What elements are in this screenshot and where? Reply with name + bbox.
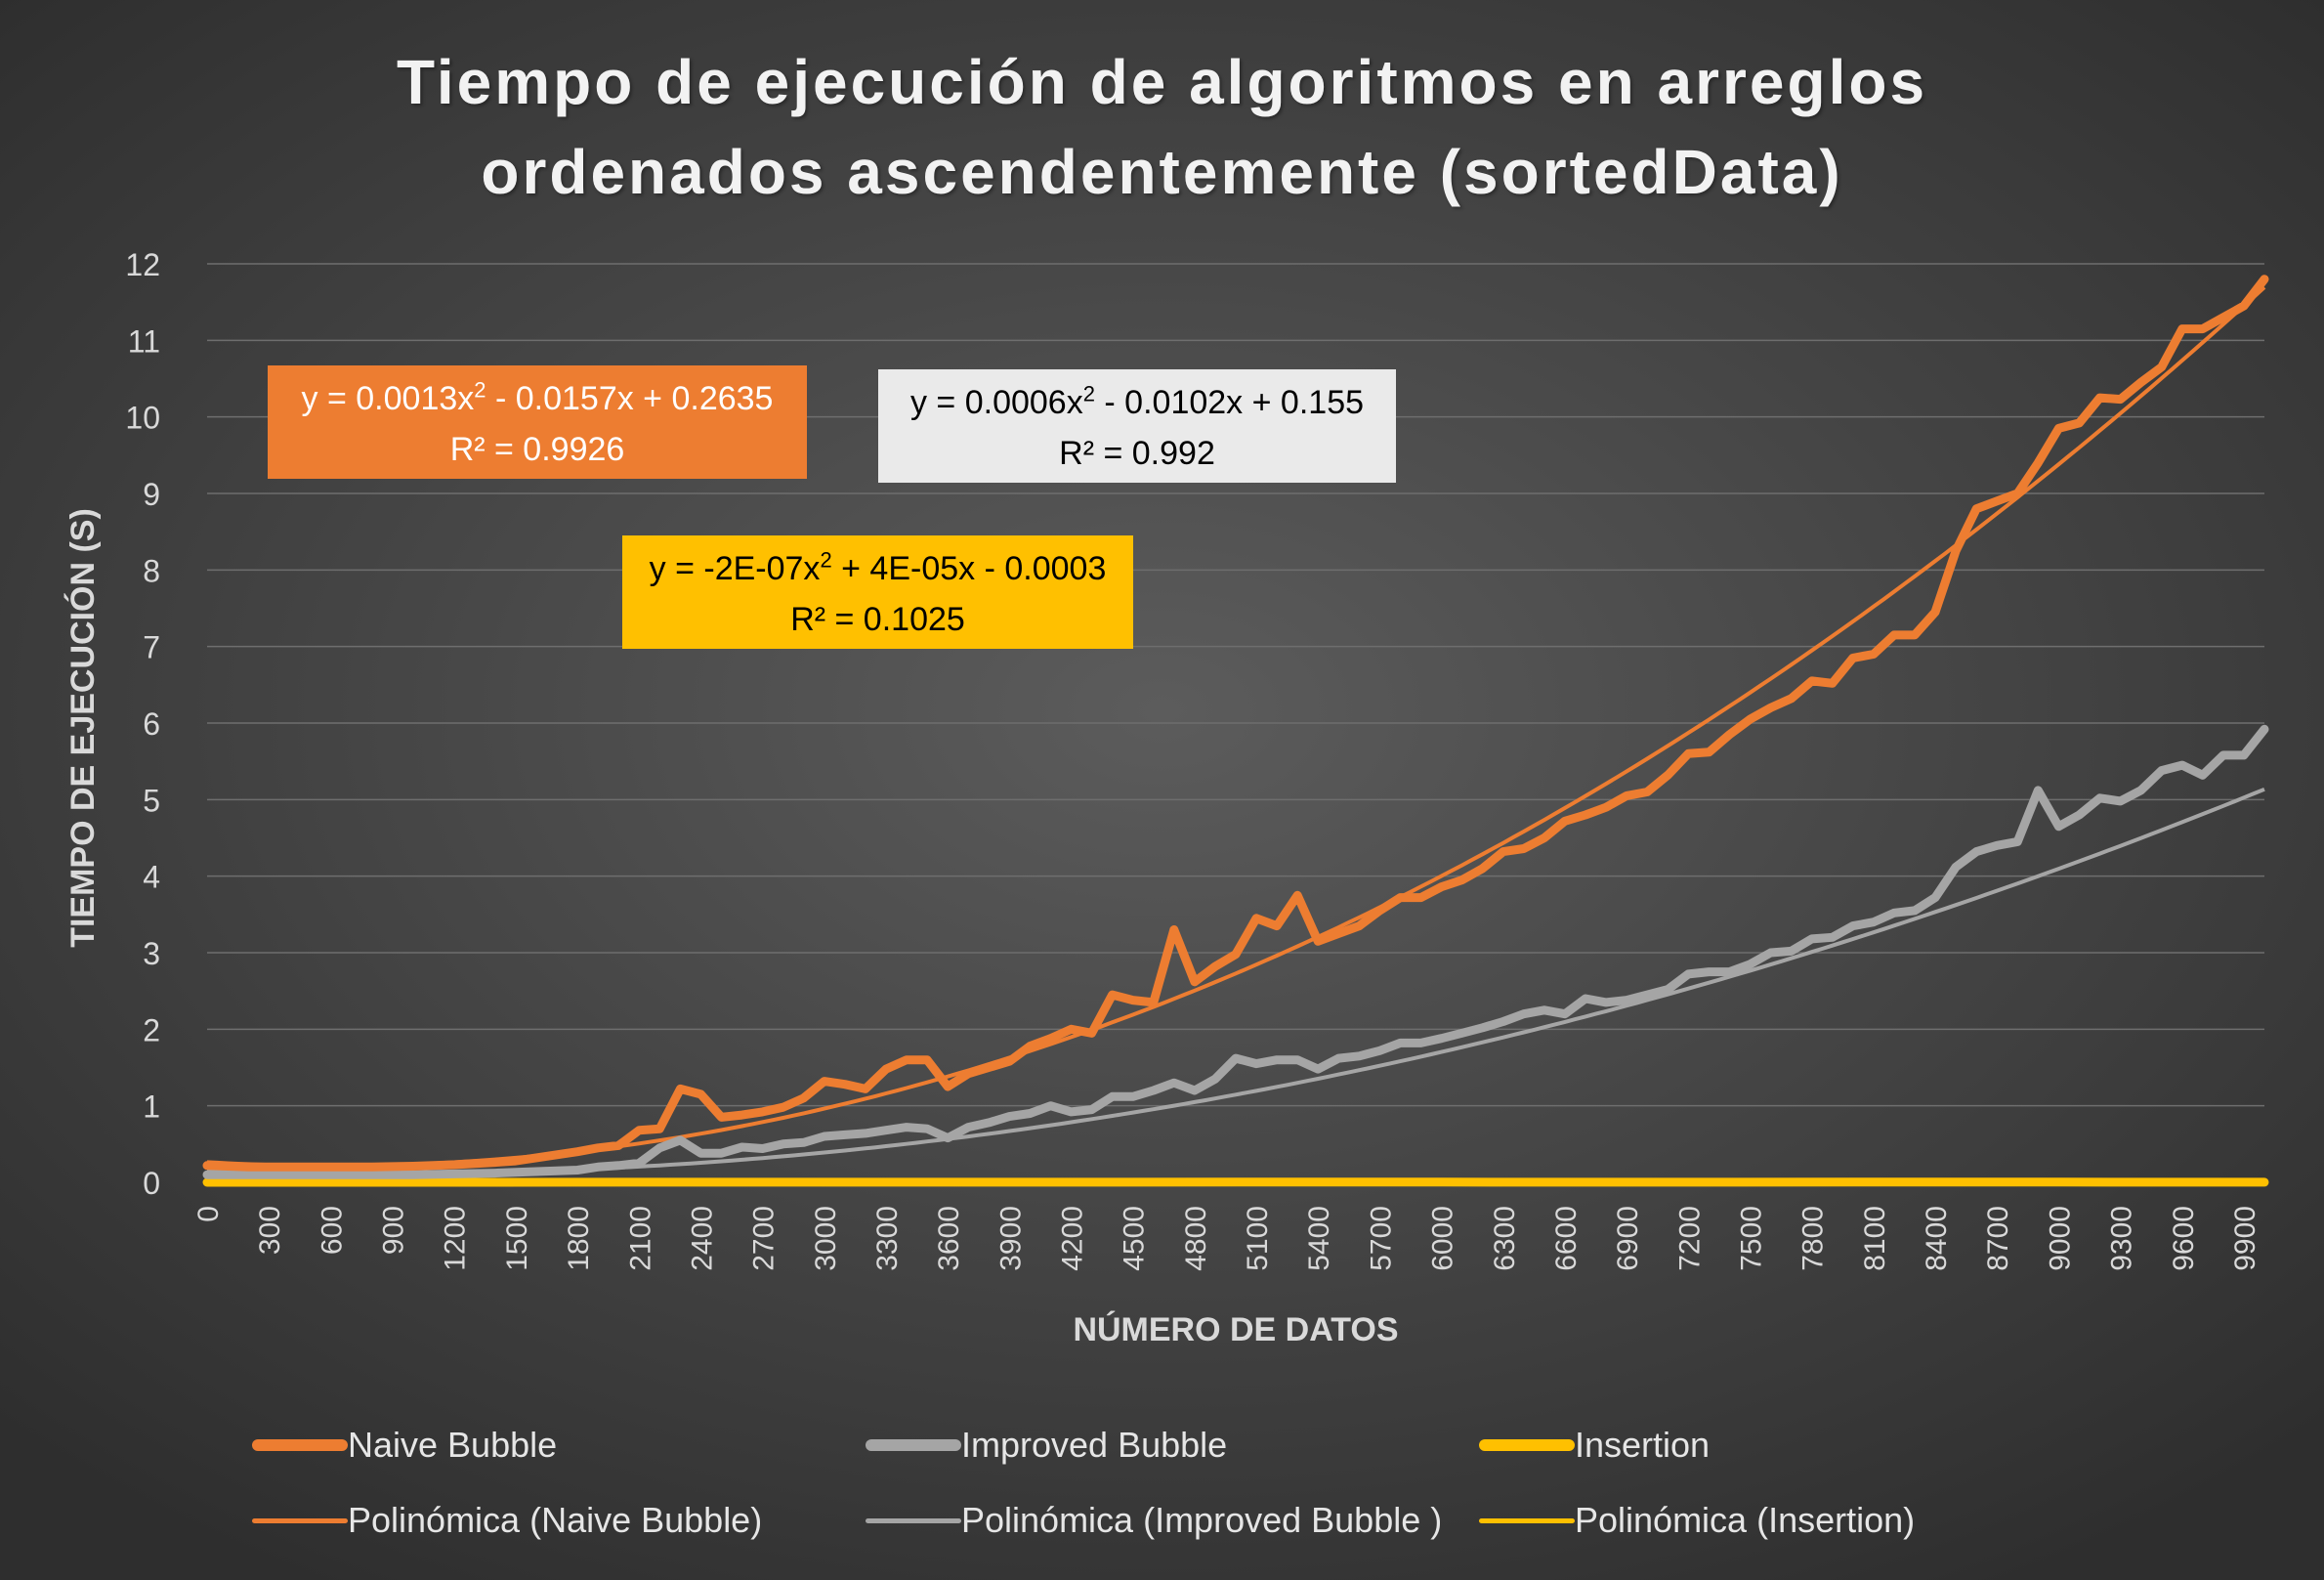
insertion-equation-exponent: 2 [820, 547, 832, 573]
chart-title-line-2: ordenados ascendentemente (sortedData) [481, 137, 1843, 207]
x-tick-label: 1800 [563, 1206, 595, 1271]
legend-label-poly-insertion: Polinómica (Insertion) [1575, 1500, 1916, 1540]
x-tick-label: 6000 [1427, 1206, 1459, 1271]
legend-label-poly-improved: Polinómica (Improved Bubble ) [961, 1500, 1443, 1540]
x-tick-label: 1200 [440, 1206, 472, 1271]
legend-label-poly-naive: Polinómica (Naive Bubble) [348, 1500, 763, 1540]
x-tick-label: 3900 [994, 1206, 1027, 1271]
y-tick-label: 8 [143, 553, 160, 588]
y-tick-label: 4 [143, 860, 160, 895]
y-tick-label: 2 [143, 1012, 160, 1047]
improved-trendline-equation: y = 0.0006x2 - 0.0102x + 0.155 R² = 0.99… [878, 369, 1396, 483]
y-tick-label: 11 [128, 323, 160, 359]
chart-title-line-1: Tiempo de ejecución de algoritmos en arr… [396, 47, 1928, 117]
insertion-r-squared: R² = 0.1025 [790, 601, 965, 638]
x-tick-label: 4500 [1119, 1206, 1151, 1271]
y-tick-label: 3 [143, 936, 160, 971]
x-tick-label: 9900 [2229, 1206, 2261, 1271]
x-tick-label: 3000 [810, 1206, 842, 1271]
x-tick-label: 5100 [1242, 1206, 1274, 1271]
x-tick-label: 8100 [1859, 1206, 1891, 1271]
y-tick-label: 6 [143, 706, 160, 742]
naive-r-squared: R² = 0.9926 [449, 431, 625, 468]
y-tick-label: 12 [125, 247, 160, 282]
legend-swatch-improved [866, 1439, 961, 1451]
legend-swatch-poly-improved [866, 1517, 961, 1523]
x-tick-label: 7200 [1673, 1206, 1706, 1271]
legend-poly-improved[interactable]: Polinómica (Improved Bubble ) [866, 1497, 1442, 1544]
y-axis-label: TIEMPO DE EJECUCIÓN (S) [64, 508, 102, 948]
x-tick-label: 6600 [1550, 1206, 1583, 1271]
legend-swatch-poly-insertion [1479, 1517, 1575, 1523]
improved-equation-exponent: 2 [1082, 381, 1095, 406]
legend-swatch-insertion [1479, 1439, 1575, 1451]
improved-equation-prefix: y = 0.0006x [909, 384, 1083, 421]
legend-swatch-naive [252, 1439, 348, 1451]
improved-r-squared: R² = 0.992 [1059, 435, 1215, 472]
x-tick-label: 6300 [1489, 1206, 1521, 1271]
x-tick-label: 0 [192, 1206, 225, 1222]
naive-equation-prefix: y = 0.0013x [301, 380, 475, 417]
x-tick-label: 9300 [2106, 1206, 2138, 1271]
y-tick-label: 9 [143, 477, 160, 512]
legend-poly-naive[interactable]: Polinómica (Naive Bubble) [252, 1497, 762, 1544]
y-tick-label: 1 [143, 1089, 160, 1125]
x-axis-label: NÚMERO DE DATOS [1073, 1311, 1398, 1348]
x-tick-label: 6900 [1612, 1206, 1644, 1271]
x-tick-label: 5400 [1303, 1206, 1335, 1271]
legend-naive-bubble[interactable]: Naive Bubble [252, 1422, 557, 1469]
x-tick-label: 3600 [933, 1206, 965, 1271]
legend-insertion[interactable]: Insertion [1479, 1422, 1710, 1469]
x-tick-label: 300 [254, 1206, 286, 1255]
x-tick-label: 8400 [1921, 1206, 1953, 1271]
series-line-improved [202, 724, 2269, 1179]
insertion-equation-suffix: + 4E-05x - 0.0003 [831, 550, 1107, 587]
x-tick-label: 5700 [1365, 1206, 1397, 1271]
x-tick-label: 9000 [2044, 1206, 2076, 1271]
naive-trendline-equation: y = 0.0013x2 - 0.0157x + 0.2635 R² = 0.9… [268, 365, 807, 479]
y-tick-label: 0 [143, 1166, 160, 1201]
x-tick-label: 7800 [1797, 1206, 1830, 1271]
x-tick-label: 7500 [1736, 1206, 1768, 1271]
trendline-improved [206, 787, 2265, 1176]
series-line-naive [202, 275, 2269, 1172]
x-tick-label: 2400 [686, 1206, 718, 1271]
x-tick-label: 3300 [871, 1206, 904, 1271]
x-tick-label: 4800 [1180, 1206, 1212, 1271]
x-tick-label: 600 [316, 1206, 348, 1255]
x-tick-label: 9600 [2168, 1206, 2200, 1271]
legend-improved-bubble[interactable]: Improved Bubble [866, 1422, 1227, 1469]
x-axis-ticks: 0 300 600 900 1200 1500 1800 2100 2400 2700 3000 33… [192, 1206, 2261, 1271]
naive-equation-suffix: - 0.0157x + 0.2635 [486, 380, 774, 417]
chart-title: Tiempo de ejecución de algoritmos en arr… [0, 37, 2324, 217]
legend-swatch-poly-naive [252, 1517, 348, 1523]
legend-label-improved: Improved Bubble [961, 1425, 1228, 1465]
legend-label-naive: Naive Bubble [348, 1425, 558, 1465]
insertion-equation-prefix: y = -2E-07x [649, 550, 821, 587]
series-lines [202, 275, 2269, 1187]
y-tick-label: 7 [143, 630, 160, 665]
insertion-trendline-equation: y = -2E-07x2 + 4E-05x - 0.0003 R² = 0.10… [622, 535, 1133, 649]
x-tick-label: 4200 [1057, 1206, 1089, 1271]
legend-label-insertion: Insertion [1575, 1425, 1711, 1465]
y-tick-label: 10 [125, 401, 160, 436]
naive-equation-exponent: 2 [474, 377, 486, 403]
x-tick-label: 2100 [624, 1206, 656, 1271]
y-tick-label: 5 [143, 783, 160, 818]
x-tick-label: 900 [378, 1206, 410, 1255]
legend-poly-insertion[interactable]: Polinómica (Insertion) [1479, 1497, 1915, 1544]
x-tick-label: 2700 [748, 1206, 781, 1271]
improved-equation-suffix: - 0.0102x + 0.155 [1094, 384, 1365, 421]
x-tick-label: 1500 [501, 1206, 533, 1271]
x-tick-label: 8700 [1982, 1206, 2014, 1271]
